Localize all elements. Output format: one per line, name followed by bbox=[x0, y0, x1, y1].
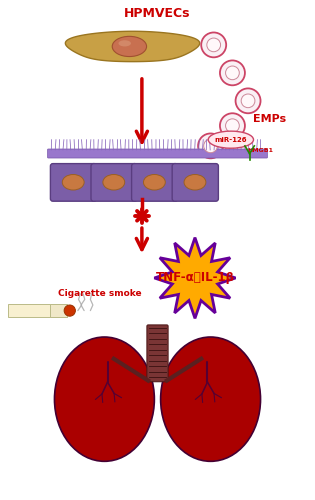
Ellipse shape bbox=[62, 174, 84, 190]
Polygon shape bbox=[154, 238, 236, 318]
Circle shape bbox=[204, 139, 217, 152]
Text: TNF-α、IL-1β: TNF-α、IL-1β bbox=[156, 272, 234, 284]
FancyBboxPatch shape bbox=[50, 304, 67, 317]
Text: Cigarette smoke: Cigarette smoke bbox=[58, 289, 141, 298]
FancyBboxPatch shape bbox=[8, 304, 67, 317]
Text: HPMVECs: HPMVECs bbox=[124, 8, 191, 20]
Circle shape bbox=[241, 94, 255, 108]
Circle shape bbox=[207, 38, 220, 52]
Circle shape bbox=[226, 66, 239, 80]
Circle shape bbox=[226, 119, 239, 132]
Circle shape bbox=[198, 134, 223, 158]
FancyBboxPatch shape bbox=[48, 149, 267, 158]
Circle shape bbox=[201, 32, 226, 58]
FancyBboxPatch shape bbox=[147, 325, 168, 382]
Ellipse shape bbox=[184, 174, 206, 190]
Ellipse shape bbox=[118, 40, 131, 46]
Text: HMGB1: HMGB1 bbox=[248, 148, 273, 153]
Ellipse shape bbox=[208, 131, 254, 148]
Circle shape bbox=[220, 60, 245, 86]
Ellipse shape bbox=[112, 36, 146, 56]
Circle shape bbox=[236, 88, 261, 114]
Text: miR-126: miR-126 bbox=[215, 136, 247, 142]
FancyBboxPatch shape bbox=[132, 164, 178, 201]
Ellipse shape bbox=[54, 337, 154, 462]
FancyBboxPatch shape bbox=[172, 164, 218, 201]
Text: EMPs: EMPs bbox=[253, 114, 286, 124]
Ellipse shape bbox=[161, 337, 261, 462]
Text: HBECs: HBECs bbox=[151, 188, 196, 200]
Polygon shape bbox=[66, 32, 200, 62]
FancyBboxPatch shape bbox=[91, 164, 137, 201]
Circle shape bbox=[64, 305, 75, 316]
Circle shape bbox=[220, 114, 245, 138]
FancyBboxPatch shape bbox=[50, 164, 97, 201]
Ellipse shape bbox=[143, 174, 165, 190]
Ellipse shape bbox=[103, 174, 125, 190]
